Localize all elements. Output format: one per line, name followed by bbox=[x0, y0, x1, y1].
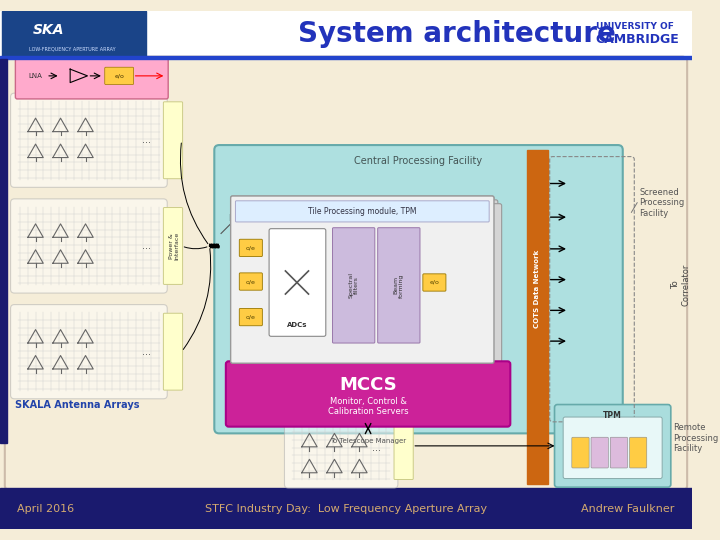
FancyBboxPatch shape bbox=[333, 228, 375, 343]
Text: Monitor, Control &
Calibration Servers: Monitor, Control & Calibration Servers bbox=[328, 397, 408, 416]
Text: Tile Processing module, TPM: Tile Processing module, TPM bbox=[308, 207, 417, 216]
FancyBboxPatch shape bbox=[591, 437, 608, 468]
FancyBboxPatch shape bbox=[378, 228, 420, 343]
Text: RF over
Fibre: RF over Fibre bbox=[229, 214, 261, 234]
Text: MCCS: MCCS bbox=[339, 376, 397, 394]
Text: Power &
Interface: Power & Interface bbox=[168, 232, 179, 260]
Text: e/o: e/o bbox=[114, 73, 124, 78]
FancyBboxPatch shape bbox=[284, 408, 398, 488]
Text: ...: ... bbox=[372, 443, 381, 453]
Text: ...: ... bbox=[142, 135, 150, 145]
Text: ...: ... bbox=[142, 241, 150, 251]
Text: UNIVERSITY OF: UNIVERSITY OF bbox=[596, 22, 674, 31]
Text: COTS Data Network: COTS Data Network bbox=[534, 250, 540, 328]
FancyBboxPatch shape bbox=[554, 404, 671, 487]
Bar bbox=[526, 429, 548, 484]
Text: Beam
forming: Beam forming bbox=[393, 273, 404, 298]
Text: To Telescope Manager: To Telescope Manager bbox=[330, 438, 406, 444]
FancyBboxPatch shape bbox=[629, 437, 647, 468]
Text: LNA: LNA bbox=[29, 73, 42, 79]
Text: Spectral
filters: Spectral filters bbox=[348, 272, 359, 299]
FancyBboxPatch shape bbox=[235, 201, 489, 222]
FancyBboxPatch shape bbox=[163, 102, 183, 179]
FancyBboxPatch shape bbox=[239, 239, 262, 256]
FancyBboxPatch shape bbox=[11, 199, 167, 293]
FancyBboxPatch shape bbox=[163, 313, 183, 390]
Text: Remote
Processing
Facility: Remote Processing Facility bbox=[672, 423, 718, 453]
Text: ...: ... bbox=[142, 347, 150, 357]
FancyBboxPatch shape bbox=[269, 228, 325, 336]
FancyBboxPatch shape bbox=[11, 93, 167, 187]
Text: Andrew Faulkner: Andrew Faulkner bbox=[581, 504, 675, 514]
Text: o/e: o/e bbox=[246, 279, 256, 284]
FancyBboxPatch shape bbox=[235, 200, 498, 367]
Text: Central Processing Facility: Central Processing Facility bbox=[354, 157, 482, 166]
FancyBboxPatch shape bbox=[239, 308, 262, 326]
Bar bbox=[0, 58, 6, 443]
Bar bbox=[0, 10, 692, 56]
FancyBboxPatch shape bbox=[5, 57, 687, 490]
Text: STFC Industry Day:  Low Frequency Aperture Array: STFC Industry Day: Low Frequency Apertur… bbox=[205, 504, 487, 514]
Text: e/o: e/o bbox=[429, 280, 439, 285]
Bar bbox=[0, 56, 692, 58]
FancyBboxPatch shape bbox=[104, 67, 134, 85]
FancyBboxPatch shape bbox=[15, 58, 168, 99]
FancyBboxPatch shape bbox=[611, 437, 628, 468]
FancyBboxPatch shape bbox=[238, 204, 502, 371]
FancyBboxPatch shape bbox=[394, 417, 413, 480]
Text: To
Correlator: To Correlator bbox=[671, 263, 690, 306]
FancyBboxPatch shape bbox=[215, 145, 623, 434]
Text: o/e: o/e bbox=[246, 315, 256, 320]
Text: ADCs: ADCs bbox=[287, 322, 307, 328]
Text: o/e: o/e bbox=[246, 245, 256, 251]
Text: Screened
Processing
Facility: Screened Processing Facility bbox=[639, 188, 684, 218]
FancyBboxPatch shape bbox=[226, 361, 510, 427]
FancyBboxPatch shape bbox=[423, 274, 446, 291]
FancyBboxPatch shape bbox=[11, 305, 167, 399]
FancyBboxPatch shape bbox=[230, 196, 494, 363]
Bar bbox=[526, 150, 548, 429]
Text: April 2016: April 2016 bbox=[17, 504, 74, 514]
FancyBboxPatch shape bbox=[563, 417, 662, 478]
Text: System architecture: System architecture bbox=[298, 19, 616, 48]
Text: SKALA Antenna Arrays: SKALA Antenna Arrays bbox=[14, 400, 139, 409]
Text: LOW-FREQUENCY APERTURE ARRAY: LOW-FREQUENCY APERTURE ARRAY bbox=[29, 46, 115, 51]
Text: CAMBRIDGE: CAMBRIDGE bbox=[596, 33, 680, 46]
Text: SKA: SKA bbox=[32, 23, 64, 37]
FancyBboxPatch shape bbox=[572, 437, 589, 468]
Text: TPM: TPM bbox=[603, 410, 622, 420]
FancyBboxPatch shape bbox=[230, 196, 494, 363]
FancyBboxPatch shape bbox=[239, 273, 262, 290]
FancyBboxPatch shape bbox=[163, 207, 183, 285]
Bar bbox=[2, 10, 146, 56]
Bar bbox=[0, 488, 692, 530]
